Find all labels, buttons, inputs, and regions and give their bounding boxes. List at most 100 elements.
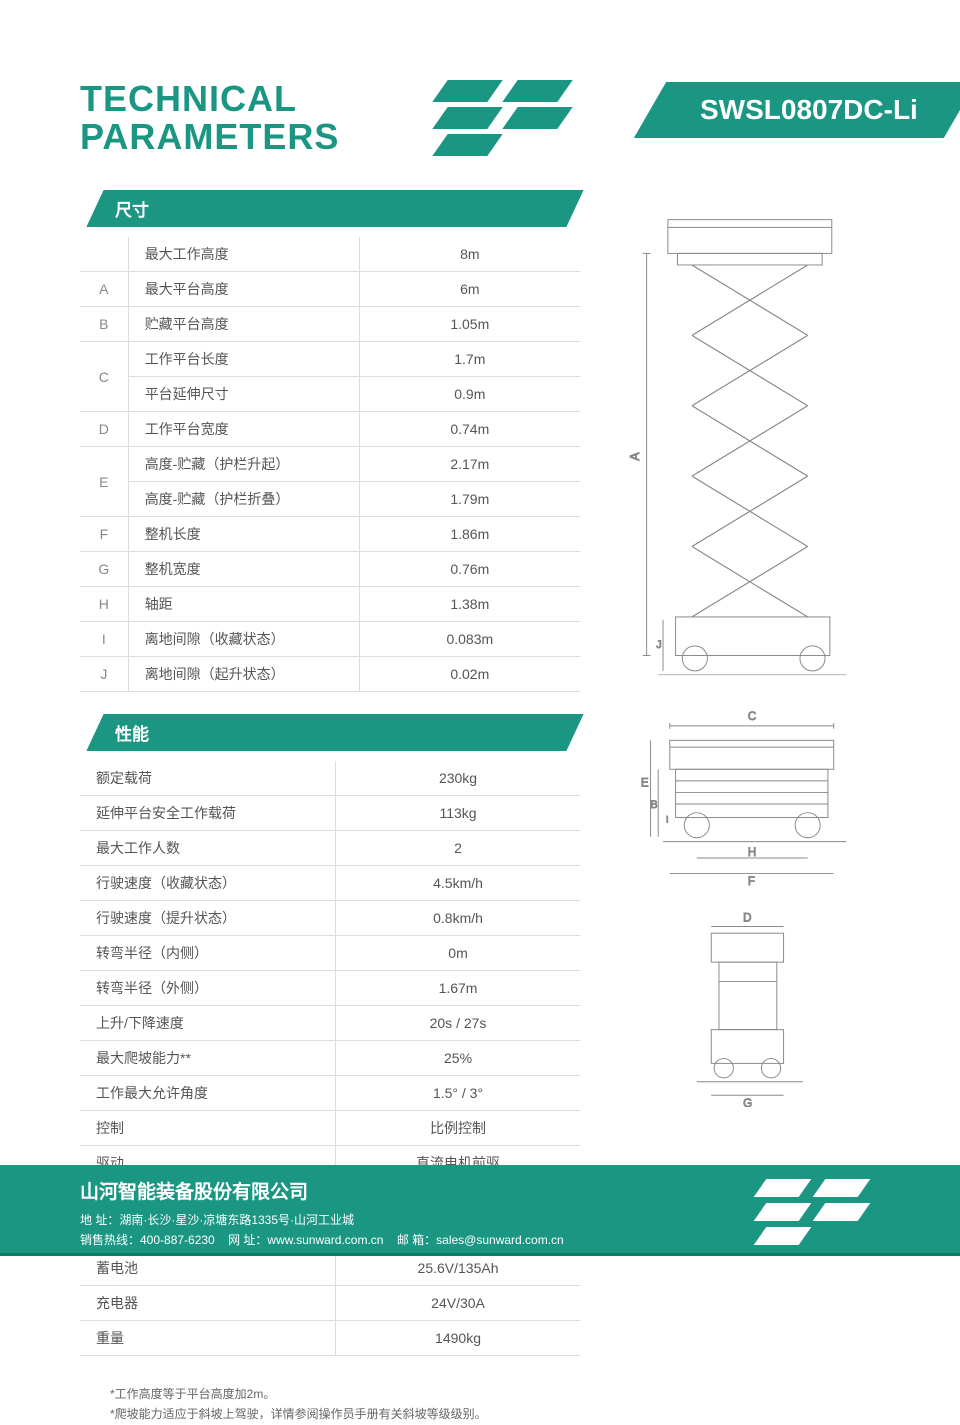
table-row: C工作平台长度1.7m <box>80 342 580 377</box>
svg-text:H: H <box>748 847 756 859</box>
table-row: 行驶速度（提升状态）0.8km/h <box>80 901 580 936</box>
row-value: 1.86m <box>359 517 580 552</box>
table-row: 工作最大允许角度1.5° / 3° <box>80 1076 580 1111</box>
header: TECHNICAL PARAMETERS SWSL0807DC-Li <box>0 0 960 170</box>
table-row: J离地间隙（起升状态）0.02m <box>80 657 580 692</box>
svg-text:A: A <box>628 452 642 461</box>
section-title: 尺寸 <box>115 196 149 221</box>
row-label: 控制 <box>80 1111 336 1146</box>
row-label: 上升/下降速度 <box>80 1006 336 1041</box>
row-value: 1.5° / 3° <box>336 1076 580 1111</box>
row-label: 离地间隙（起升状态） <box>128 657 359 692</box>
row-value: 0m <box>336 936 580 971</box>
table-row: 充电器24V/30A <box>80 1286 580 1321</box>
footnotes: *工作高度等于平台高度加2m。*爬坡能力适应于斜坡上驾驶，详情参阅操作员手册有关… <box>80 1378 600 1425</box>
section-header: 性能 <box>86 714 583 751</box>
row-label: 最大爬坡能力** <box>80 1041 336 1076</box>
table-row: 延伸平台安全工作载荷113kg <box>80 796 580 831</box>
row-label: 最大工作高度 <box>128 237 359 272</box>
model-number: SWSL0807DC-Li <box>700 94 930 126</box>
scissor-lift-diagram: A J C E B <box>610 210 880 1107</box>
row-label: 工作平台长度 <box>128 342 359 377</box>
row-label: 转弯半径（内侧） <box>80 936 336 971</box>
spec-table: 最大工作高度8mA最大平台高度6mB贮藏平台高度1.05mC工作平台长度1.7m… <box>80 237 580 692</box>
footnote-line: *工作高度等于平台高度加2m。 <box>110 1384 600 1404</box>
row-label: 最大工作人数 <box>80 831 336 866</box>
section-title: 性能 <box>115 720 149 745</box>
row-value: 24V/30A <box>336 1286 580 1321</box>
row-code: I <box>80 622 128 657</box>
footer-decor <box>760 1179 920 1245</box>
header-decor <box>440 80 620 156</box>
row-label: 行驶速度（提升状态） <box>80 901 336 936</box>
row-value: 0.76m <box>359 552 580 587</box>
footer-accent-line <box>0 1253 960 1256</box>
table-row: F整机长度1.86m <box>80 517 580 552</box>
svg-text:J: J <box>656 639 661 651</box>
row-label: 最大平台高度 <box>128 272 359 307</box>
table-row: 最大工作高度8m <box>80 237 580 272</box>
footer: 山河智能装备股份有限公司 地 址：湖南·长沙·星沙·凉塘东路1335号·山河工业… <box>0 1165 960 1253</box>
footnote-line: *爬坡能力适应于斜坡上驾驶，详情参阅操作员手册有关斜坡等级级别。 <box>110 1404 600 1424</box>
svg-text:B: B <box>651 799 658 811</box>
row-value: 230kg <box>336 761 580 796</box>
table-row: 高度-贮藏（护栏折叠）1.79m <box>80 482 580 517</box>
table-row: H轴距1.38m <box>80 587 580 622</box>
row-label: 工作平台宽度 <box>128 412 359 447</box>
row-value: 1.67m <box>336 971 580 1006</box>
row-label: 转弯半径（外侧） <box>80 971 336 1006</box>
table-row: 上升/下降速度20s / 27s <box>80 1006 580 1041</box>
row-code: D <box>80 412 128 447</box>
svg-text:F: F <box>748 876 755 888</box>
row-code: B <box>80 307 128 342</box>
table-row: 平台延伸尺寸0.9m <box>80 377 580 412</box>
row-value: 4.5km/h <box>336 866 580 901</box>
row-label: 延伸平台安全工作载荷 <box>80 796 336 831</box>
row-code: A <box>80 272 128 307</box>
row-value: 0.74m <box>359 412 580 447</box>
row-code: E <box>80 447 128 517</box>
row-value: 0.02m <box>359 657 580 692</box>
table-row: 转弯半径（内侧）0m <box>80 936 580 971</box>
table-row: 最大爬坡能力**25% <box>80 1041 580 1076</box>
svg-text:G: G <box>743 1098 752 1107</box>
svg-text:E: E <box>641 778 649 790</box>
row-value: 0.8km/h <box>336 901 580 936</box>
table-row: 重量1490kg <box>80 1321 580 1356</box>
table-row: 行驶速度（收藏状态）4.5km/h <box>80 866 580 901</box>
table-row: 额定载荷230kg <box>80 761 580 796</box>
svg-text:C: C <box>748 711 756 723</box>
table-row: A最大平台高度6m <box>80 272 580 307</box>
row-value: 8m <box>359 237 580 272</box>
row-value: 1.7m <box>359 342 580 377</box>
svg-text:D: D <box>743 913 751 925</box>
table-row: 转弯半径（外侧）1.67m <box>80 971 580 1006</box>
section-header: 尺寸 <box>86 190 583 227</box>
row-value: 2 <box>336 831 580 866</box>
row-label: 整机宽度 <box>128 552 359 587</box>
row-value: 1.05m <box>359 307 580 342</box>
row-code: H <box>80 587 128 622</box>
table-row: 控制比例控制 <box>80 1111 580 1146</box>
row-label: 工作最大允许角度 <box>80 1076 336 1111</box>
spec-table: 额定载荷230kg延伸平台安全工作载荷113kg最大工作人数2行驶速度（收藏状态… <box>80 761 580 1356</box>
row-label: 充电器 <box>80 1286 336 1321</box>
row-label: 贮藏平台高度 <box>128 307 359 342</box>
row-value: 2.17m <box>359 447 580 482</box>
row-label: 整机长度 <box>128 517 359 552</box>
table-row: 最大工作人数2 <box>80 831 580 866</box>
row-label: 离地间隙（收藏状态） <box>128 622 359 657</box>
table-row: D工作平台宽度0.74m <box>80 412 580 447</box>
row-code: F <box>80 517 128 552</box>
row-value: 比例控制 <box>336 1111 580 1146</box>
row-code: J <box>80 657 128 692</box>
row-label: 平台延伸尺寸 <box>128 377 359 412</box>
table-row: G整机宽度0.76m <box>80 552 580 587</box>
row-value: 113kg <box>336 796 580 831</box>
model-badge: SWSL0807DC-Li <box>650 82 960 138</box>
svg-text:I: I <box>666 814 669 825</box>
row-value: 20s / 27s <box>336 1006 580 1041</box>
row-label: 高度-贮藏（护栏折叠） <box>128 482 359 517</box>
row-label: 轴距 <box>128 587 359 622</box>
table-row: B贮藏平台高度1.05m <box>80 307 580 342</box>
